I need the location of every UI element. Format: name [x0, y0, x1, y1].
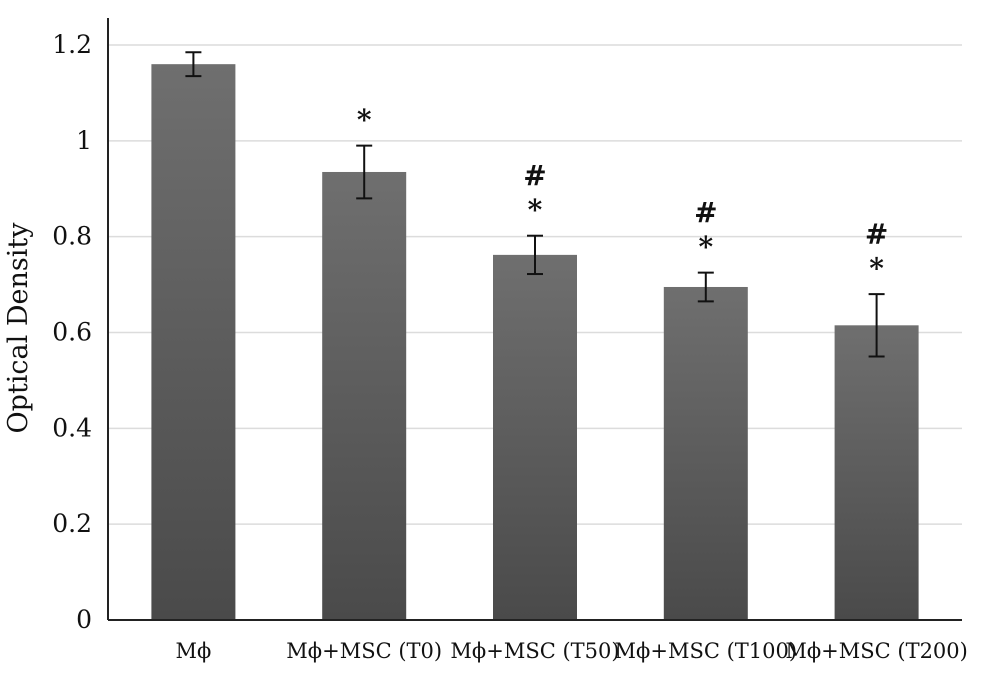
y-tick-label: 0.2	[52, 509, 92, 538]
significance-marks: *#* #* #*	[357, 104, 888, 286]
y-tick-label: 0.4	[52, 413, 92, 442]
significance-hash: #	[694, 197, 717, 230]
significance-hash: #	[865, 218, 888, 251]
significance-hash: #	[523, 160, 546, 193]
significance-asterisk: *	[357, 104, 372, 137]
axes	[107, 18, 962, 621]
significance-asterisk: *	[869, 252, 884, 285]
y-tick-label: 0	[76, 605, 92, 634]
y-tick-label: 0.8	[52, 222, 92, 251]
x-category-label: Mϕ	[175, 639, 211, 663]
bar	[151, 64, 236, 620]
y-tick-label: 1	[76, 126, 92, 155]
y-tick-label: 0.6	[52, 318, 92, 347]
error-bars	[185, 51, 885, 358]
bar	[663, 286, 748, 620]
y-axis-title: Optical Density	[3, 222, 34, 434]
x-category-label: Mϕ+MSC (T100)	[615, 639, 798, 663]
x-category-label: Mϕ+MSC (T0)	[286, 639, 442, 663]
x-category-label: Mϕ+MSC (T50)	[450, 639, 619, 663]
bar	[493, 254, 577, 620]
bar	[834, 325, 919, 620]
significance-asterisk: *	[528, 194, 543, 227]
bars	[151, 64, 919, 620]
bar	[322, 171, 407, 620]
axis-labels: 0 0.2 0.4 0.6 0.8 1 1.2 Mϕ Mϕ+MSC (T0) Mϕ+MSC (T5…	[52, 30, 968, 663]
significance-asterisk: *	[698, 231, 713, 264]
y-tick-label: 1.2	[52, 30, 92, 59]
x-category-label: Mϕ+MSC (T200)	[785, 639, 968, 663]
